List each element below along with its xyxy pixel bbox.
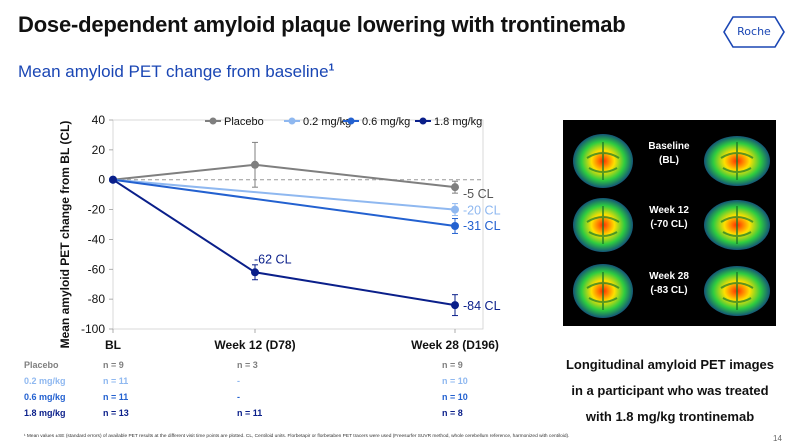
table-cell: n = 10 [442, 376, 468, 386]
legend-marker [288, 117, 296, 125]
y-tick-label: 40 [92, 113, 106, 127]
x-tick-label: BL [105, 338, 121, 352]
footnote-marker: 1 [328, 62, 335, 74]
data-label: -84 CL [463, 299, 501, 313]
y-tick-label: -80 [88, 292, 106, 306]
data-point [451, 301, 459, 310]
table-cell: n = 10 [442, 392, 468, 402]
pet-axial-scan [567, 194, 639, 261]
table-row-label: 1.8 mg/kg [24, 408, 66, 418]
series-line-3 [112, 178, 456, 307]
x-tick-label: Week 28 (D196) [411, 338, 499, 352]
x-tick-label: Week 12 (D78) [214, 338, 295, 352]
pet-sagittal-scan [701, 130, 773, 197]
pet-axial-scan [567, 130, 639, 197]
legend-marker [209, 117, 217, 125]
table-row-label: Placebo [24, 360, 59, 370]
data-point [251, 160, 259, 169]
chart-subtitle: Mean amyloid PET change from baseline1 [18, 62, 335, 81]
data-label: -62 CL [254, 252, 292, 266]
legend-label: 0.6 mg/kg [362, 116, 410, 128]
data-point [451, 205, 459, 214]
table-cell: n = 11 [237, 408, 263, 418]
legend-label: 1.8 mg/kg [434, 116, 482, 128]
caption-line: with 1.8 mg/kg trontinemab [585, 409, 755, 424]
pet-caption: Longitudinal amyloid PET images in a par… [545, 352, 795, 430]
table-cell: n = 13 [103, 408, 129, 418]
data-point [109, 175, 117, 184]
table-cell: n = 9 [442, 360, 463, 370]
data-point [251, 268, 259, 277]
table-cell: n = 9 [103, 360, 124, 370]
data-point [451, 183, 459, 192]
series-line-2 [112, 178, 456, 227]
legend-label: Placebo [224, 116, 264, 128]
table-cell: - [237, 376, 240, 386]
footnote: ¹ Mean values ±SE (standard errors) of a… [24, 434, 570, 439]
caption-line: in a participant who was treated [571, 383, 769, 398]
logo-text: Roche [737, 25, 771, 38]
y-tick-label: -100 [81, 322, 105, 336]
data-point [451, 221, 459, 230]
table-cell: n = 8 [442, 408, 463, 418]
page-title: Dose-dependent amyloid plaque lowering w… [18, 12, 626, 37]
page-number: 14 [773, 434, 782, 443]
pet-timepoint-label: Week 28 (-83 CL) [649, 271, 689, 296]
plot-area [112, 119, 484, 330]
y-tick-label: -40 [88, 232, 106, 246]
data-label: -20 CL [463, 204, 501, 218]
pet-axial-scan [567, 260, 639, 327]
y-tick-label: 0 [98, 173, 105, 187]
table-row-label: 0.2 mg/kg [24, 376, 66, 386]
legend-label: 0.2 mg/kg [303, 116, 351, 128]
y-tick-label: -20 [88, 203, 106, 217]
pet-sagittal-scan [701, 194, 773, 261]
caption-line: Longitudinal amyloid PET images [565, 357, 775, 372]
legend-marker [419, 117, 427, 125]
table-row-label: 0.6 mg/kg [24, 392, 66, 402]
data-label: -31 CL [463, 219, 501, 233]
pet-timepoint-label: Week 12 (-70 CL) [649, 205, 689, 230]
series-line-1 [112, 178, 456, 211]
pet-timepoint-label: Baseline (BL) [648, 141, 690, 166]
table-cell: - [237, 392, 240, 402]
legend-marker [347, 117, 355, 125]
y-axis-label: Mean amyloid PET change from BL (CL) [58, 121, 72, 349]
pet-sagittal-scan [701, 260, 773, 327]
table-cell: n = 11 [103, 392, 129, 402]
roche-logo: Roche [723, 16, 785, 48]
table-cell: n = 11 [103, 376, 129, 386]
table-cell: n = 3 [237, 360, 258, 370]
data-label: -5 CL [463, 187, 494, 201]
y-tick-label: -60 [88, 262, 106, 276]
y-tick-label: 20 [92, 143, 106, 157]
pet-image-panel: Baseline (BL) Week 12 (-70 CL) Week 28 (-83 C… [563, 120, 776, 326]
